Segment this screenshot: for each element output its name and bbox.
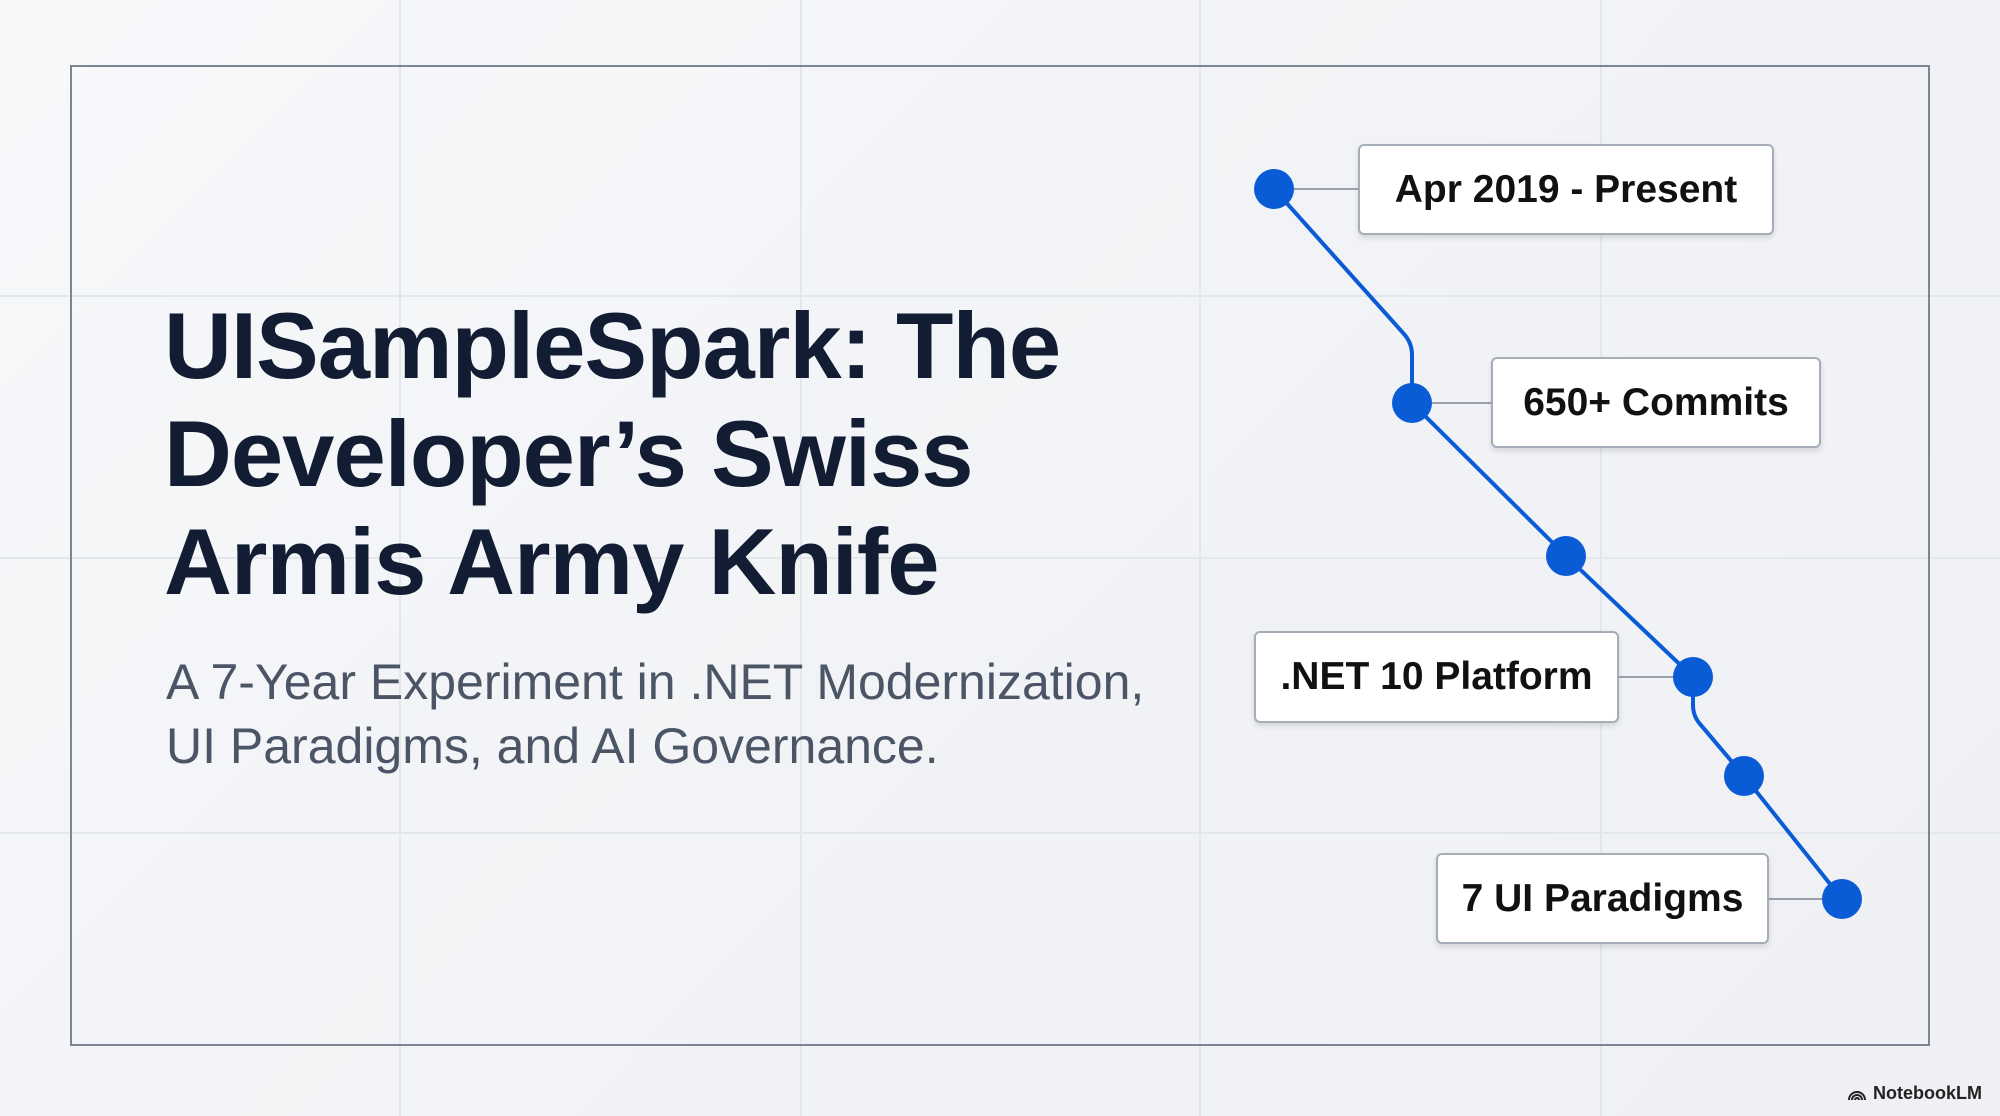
slide-subtitle: A 7-Year Experiment in .NET Modernizatio… xyxy=(166,654,1145,774)
slide-title: UISampleSpark: The Developer’s Swiss Arm… xyxy=(164,293,1061,614)
timeline-node xyxy=(1822,879,1862,919)
timeline-node xyxy=(1392,383,1432,423)
timeline-node xyxy=(1546,536,1586,576)
timeline-label-commits: 650+ Commits xyxy=(1491,357,1821,448)
brand-name: NotebookLM xyxy=(1873,1083,1982,1103)
timeline-label-paradigms: 7 UI Paradigms xyxy=(1436,853,1769,944)
timeline-label-date: Apr 2019 - Present xyxy=(1358,144,1774,235)
timeline-path xyxy=(1272,187,1844,901)
timeline-node xyxy=(1254,169,1294,209)
grid-line xyxy=(0,295,2000,297)
grid-line xyxy=(0,557,2000,559)
grid-line xyxy=(0,832,2000,834)
notebooklm-logo-icon xyxy=(1848,1090,1867,1100)
timeline-node xyxy=(1673,657,1713,697)
timeline-label-platform: .NET 10 Platform xyxy=(1254,631,1619,723)
timeline-node xyxy=(1724,756,1764,796)
notebooklm-branding: NotebookLM xyxy=(1847,1083,1982,1104)
slide-frame xyxy=(70,65,1930,1046)
